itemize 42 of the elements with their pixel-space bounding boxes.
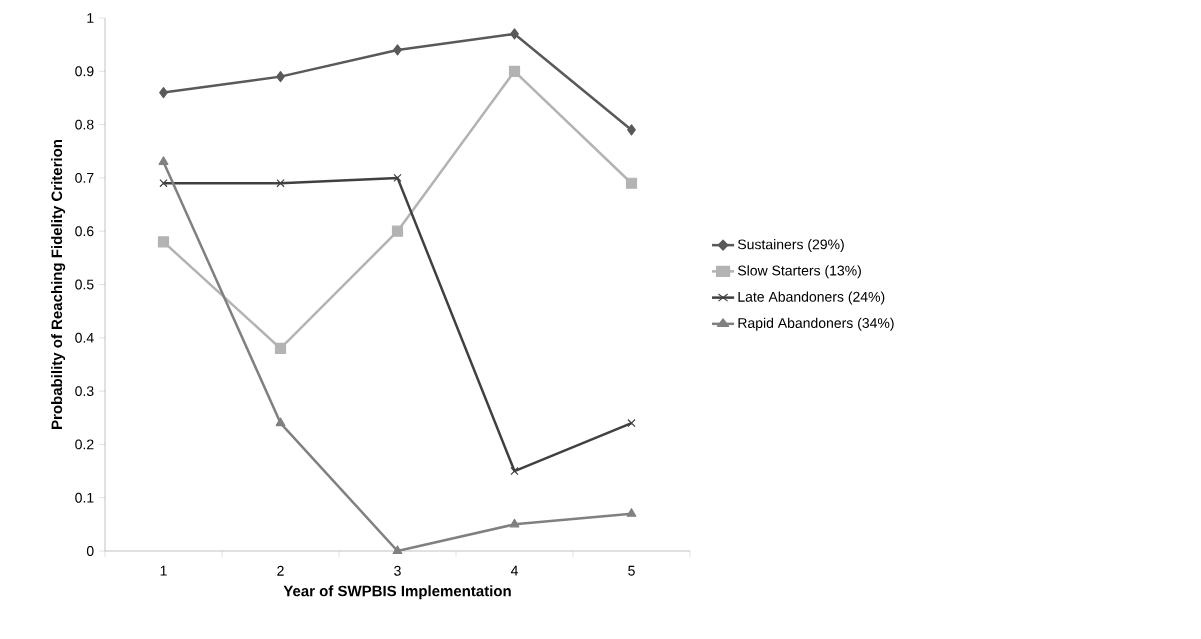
y-tick-label: 0.8: [75, 119, 94, 130]
x-tick-label: 1: [160, 565, 167, 576]
point: [276, 71, 285, 83]
x-tick-label: 3: [394, 565, 401, 576]
point: [510, 466, 519, 476]
y-tick-label: 0.3: [75, 386, 94, 397]
y-tick-label: 0.4: [75, 332, 94, 343]
y-tick-label: 0.7: [75, 172, 94, 183]
legend-label: Sustainers (29%): [737, 239, 844, 253]
point: [393, 173, 402, 183]
point: [393, 44, 402, 56]
point: [510, 28, 519, 40]
point: [158, 156, 169, 166]
point: [276, 179, 285, 188]
y-tick-label: 1: [87, 13, 94, 23]
point: [627, 418, 636, 428]
y-tick-label: 0.1: [75, 492, 94, 503]
y-tick-label: 0.5: [75, 279, 94, 290]
point: [159, 87, 168, 99]
point: [509, 518, 520, 528]
point: [157, 236, 170, 248]
legend-label: Rapid Abandoners (34%): [738, 317, 894, 331]
x-tick-label: 4: [510, 565, 518, 576]
legend-label: Late Abandoners (24%): [738, 291, 885, 305]
x-tick-label: 2: [277, 565, 284, 576]
point: [508, 65, 521, 77]
point: [159, 179, 168, 188]
y-tick-label: 0.2: [75, 439, 94, 450]
y-tick-label: 0.6: [75, 226, 94, 237]
point: [627, 124, 636, 136]
point: [274, 342, 287, 355]
point: [275, 417, 286, 427]
point: [625, 177, 638, 189]
point: [391, 225, 404, 237]
x-tick-label: 5: [628, 565, 635, 576]
x-axis-title: Year of SWPBIS Implementation: [283, 585, 511, 600]
legend-label: Slow Starters (13%): [737, 265, 861, 279]
y-tick-label: 0.9: [75, 66, 94, 77]
y-axis-title: Probability of Reaching Fidelity Criterion: [51, 139, 66, 429]
y-tick-label: 0: [86, 546, 94, 556]
point: [626, 508, 637, 517]
point: [392, 545, 403, 555]
